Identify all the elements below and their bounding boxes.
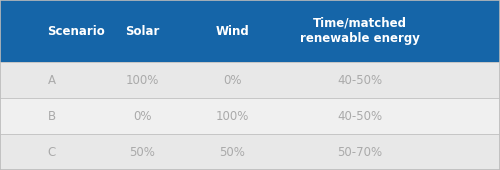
Text: Wind: Wind (216, 24, 250, 38)
Text: B: B (48, 109, 56, 123)
Text: 50%: 50% (130, 146, 156, 158)
Text: 100%: 100% (126, 74, 159, 87)
Bar (0, 0, 500, 62)
Text: 0%: 0% (223, 74, 242, 87)
Text: Scenario: Scenario (48, 24, 105, 38)
Text: C: C (48, 146, 56, 158)
Bar (0, 62, 500, 98)
Text: Time/matched
renewable energy: Time/matched renewable energy (300, 17, 420, 45)
Text: 40-50%: 40-50% (338, 109, 382, 123)
Text: 100%: 100% (216, 109, 249, 123)
Text: 0%: 0% (133, 109, 152, 123)
Text: A: A (48, 74, 56, 87)
Text: 50%: 50% (220, 146, 246, 158)
Text: Solar: Solar (126, 24, 160, 38)
Bar (0, 98, 500, 134)
Text: 50-70%: 50-70% (338, 146, 382, 158)
Bar (0, 134, 500, 170)
Text: 40-50%: 40-50% (338, 74, 382, 87)
